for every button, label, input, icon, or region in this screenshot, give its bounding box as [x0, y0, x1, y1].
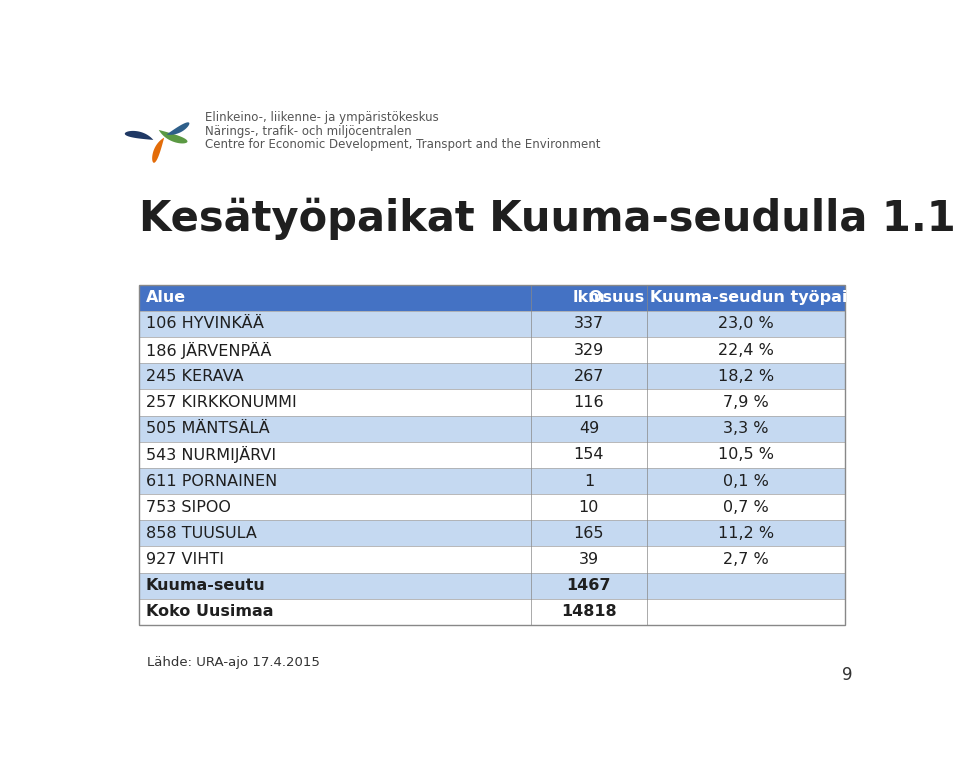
Polygon shape	[152, 137, 164, 162]
Text: lkm: lkm	[572, 291, 605, 305]
Text: Lähde: URA-ajo 17.4.2015: Lähde: URA-ajo 17.4.2015	[147, 656, 320, 669]
Text: 1: 1	[584, 473, 594, 489]
Text: 165: 165	[574, 526, 604, 541]
Text: Centre for Economic Development, Transport and the Environment: Centre for Economic Development, Transpo…	[205, 138, 601, 152]
Text: 3,3 %: 3,3 %	[723, 421, 769, 436]
Bar	[139, 494, 845, 520]
Bar	[139, 285, 845, 311]
Polygon shape	[158, 130, 187, 144]
Text: 14818: 14818	[561, 604, 616, 619]
Text: Osuus Kuuma-seudun työpaikoista: Osuus Kuuma-seudun työpaikoista	[589, 291, 902, 305]
Text: Koko Uusimaa: Koko Uusimaa	[146, 604, 273, 619]
Text: 245 KERAVA: 245 KERAVA	[146, 369, 243, 383]
Text: 23,0 %: 23,0 %	[718, 316, 774, 331]
Bar	[139, 599, 845, 625]
Bar	[139, 468, 845, 494]
Text: 186 JÄRVENPÄÄ: 186 JÄRVENPÄÄ	[146, 341, 271, 358]
Text: 543 NURMIJÄRVI: 543 NURMIJÄRVI	[146, 447, 276, 463]
Text: 1467: 1467	[566, 578, 612, 594]
Bar	[139, 547, 845, 572]
Text: 611 PORNAINEN: 611 PORNAINEN	[146, 473, 276, 489]
Bar	[139, 442, 845, 468]
Bar	[139, 311, 845, 337]
Text: Kesätyöpaikat Kuuma-seudulla 1.1.-17.4.2015: Kesätyöpaikat Kuuma-seudulla 1.1.-17.4.2…	[139, 198, 960, 240]
Text: Alue: Alue	[146, 291, 185, 305]
Text: 927 VIHTI: 927 VIHTI	[146, 552, 224, 567]
Bar	[139, 520, 845, 547]
Text: 18,2 %: 18,2 %	[718, 369, 774, 383]
Bar	[139, 390, 845, 415]
Text: 2,7 %: 2,7 %	[723, 552, 769, 567]
Text: 337: 337	[574, 316, 604, 331]
Text: Kuuma-seutu: Kuuma-seutu	[146, 578, 265, 594]
Text: 10,5 %: 10,5 %	[718, 448, 774, 462]
Text: 154: 154	[574, 448, 604, 462]
Text: 0,1 %: 0,1 %	[723, 473, 769, 489]
Text: 753 SIPOO: 753 SIPOO	[146, 500, 230, 515]
Bar	[139, 572, 845, 599]
Bar	[139, 337, 845, 363]
Text: 257 KIRKKONUMMI: 257 KIRKKONUMMI	[146, 395, 297, 410]
Bar	[139, 363, 845, 390]
Text: 505 MÄNTSÄLÄ: 505 MÄNTSÄLÄ	[146, 421, 269, 436]
Text: 267: 267	[574, 369, 604, 383]
Bar	[139, 285, 845, 625]
Text: 116: 116	[573, 395, 604, 410]
Text: 22,4 %: 22,4 %	[718, 343, 774, 358]
Text: 329: 329	[574, 343, 604, 358]
Text: 9: 9	[842, 665, 852, 683]
Polygon shape	[125, 131, 154, 140]
Text: Elinkeino-, liikenne- ja ympäristökeskus: Elinkeino-, liikenne- ja ympäristökeskus	[205, 111, 439, 123]
Text: 11,2 %: 11,2 %	[718, 526, 774, 541]
Text: 49: 49	[579, 421, 599, 436]
Text: 39: 39	[579, 552, 599, 567]
Text: 7,9 %: 7,9 %	[723, 395, 769, 410]
Text: Närings-, trafik- och miljöcentralen: Närings-, trafik- och miljöcentralen	[205, 124, 412, 137]
Text: 0,7 %: 0,7 %	[723, 500, 769, 515]
Text: 10: 10	[579, 500, 599, 515]
Text: 106 HYVINKÄÄ: 106 HYVINKÄÄ	[146, 316, 263, 331]
Bar	[139, 415, 845, 442]
Text: 858 TUUSULA: 858 TUUSULA	[146, 526, 256, 541]
Polygon shape	[166, 123, 189, 135]
